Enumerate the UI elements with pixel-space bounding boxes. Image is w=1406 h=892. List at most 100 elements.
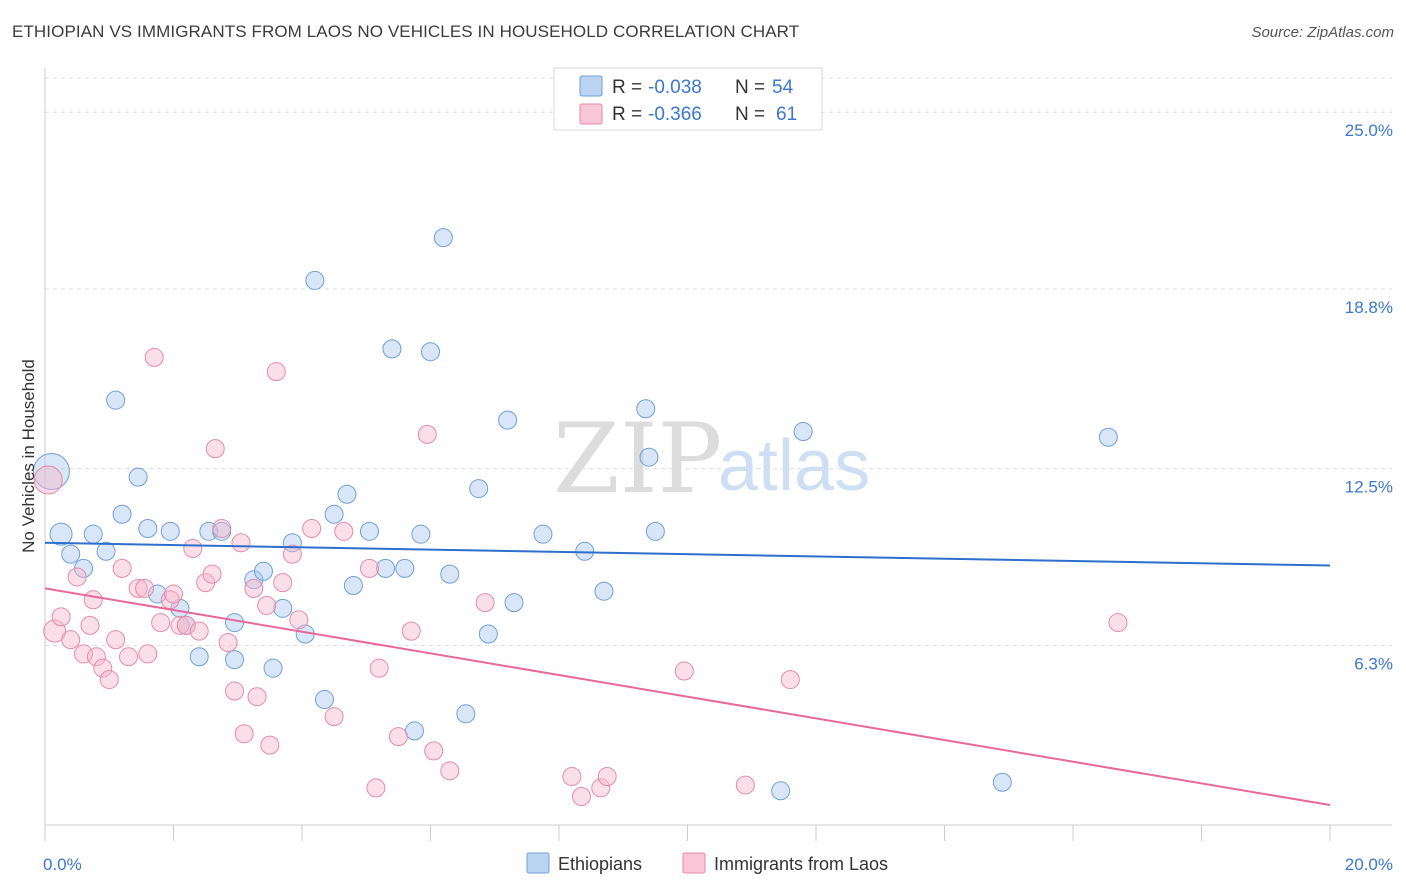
data-point-ethiopians [533,524,553,544]
data-point-ethiopians [395,558,415,578]
data-point-ethiopians [49,522,73,546]
data-point-ethiopians [478,624,498,644]
data-point-ethiopians [189,647,209,667]
data-point-laos [164,584,183,604]
data-point-ethiopians [992,772,1012,792]
data-point-ethiopians [305,270,325,290]
data-point-laos [735,775,755,795]
data-point-ethiopians [106,390,126,410]
data-point-laos [176,615,196,635]
grid [45,77,1392,646]
data-point-laos [302,518,322,538]
legend-r-label: R = [612,77,642,98]
data-point-ethiopians [411,524,431,544]
data-point-ethiopians [225,650,245,670]
data-point-laos [597,767,617,787]
data-point-ethiopians [96,541,116,561]
data-point-laos [369,658,389,678]
watermark-zip: ZIP [553,403,722,515]
data-point-ethiopians [112,504,132,524]
axes [44,68,1392,841]
data-point-laos [257,595,277,615]
data-point-laos [334,521,354,541]
y-tick-label: 18.8% [1345,298,1393,317]
data-point-ethiopians [421,342,440,362]
data-point-laos [225,681,245,701]
data-point-ethiopians [61,544,81,564]
chart-title: ETHIOPIAN VS IMMIGRANTS FROM LAOS NO VEH… [12,22,800,41]
data-point-laos [112,558,132,578]
data-point-laos [1108,613,1128,633]
data-point-laos [86,647,106,667]
data-point-ethiopians [376,558,396,578]
data-point-ethiopians [504,593,524,613]
legend-label-laos: Immigrants from Laos [714,854,888,874]
data-point-laos [247,687,267,707]
data-point-laos [674,661,694,681]
data-point-laos [67,567,87,587]
legend-n-value: 54 [772,77,794,98]
data-point-ethiopians [645,521,665,541]
data-point-laos [135,578,155,598]
data-point-laos [388,727,408,747]
data-point-laos [780,670,800,690]
data-point-ethiopians [639,447,659,467]
legend: Ethiopians Immigrants from Laos [526,852,888,874]
data-point-laos [106,630,126,650]
data-point-ethiopians [359,521,379,541]
data-point-ethiopians [160,521,180,541]
tick-labels: 6.3% 12.5% 18.8% 25.0% 0.0% 20.0% [43,121,1393,874]
data-point-laos [366,778,386,798]
data-point-laos [260,735,280,755]
data-point-laos [151,613,171,633]
x-tick-label: 20.0% [1345,855,1393,874]
data-point-laos [138,644,158,664]
data-point-ethiopians [273,598,293,618]
data-point-laos [202,564,222,584]
data-point-laos [80,615,100,635]
data-point-laos [562,767,582,787]
data-point-ethiopians [771,781,791,801]
data-point-ethiopians [83,524,103,544]
data-point-laos [266,362,286,382]
data-point-laos [282,544,302,564]
data-point-ethiopians [138,518,158,538]
legend-swatch-ethiopians [526,852,550,874]
data-point-laos [234,724,254,744]
data-point-laos [119,647,139,667]
data-point-laos [212,518,232,538]
legend-n-label: N = [735,77,765,98]
data-point-laos [205,439,225,459]
data-point-laos [183,538,203,558]
data-point-ethiopians [225,613,245,633]
y-tick-label: 25.0% [1345,121,1393,140]
data-point-ethiopians [343,576,363,596]
data-point-ethiopians [793,422,813,442]
data-point-laos [591,778,611,798]
data-point-laos [571,786,591,806]
data-point-ethiopians [147,584,167,604]
data-point-ethiopians [594,581,614,601]
data-point-laos [273,573,293,593]
legend-r-label: R = [612,104,642,125]
data-point-laos [170,615,190,635]
data-point-ethiopians [382,339,402,359]
data-point-laos [99,670,119,690]
data-point-ethiopians [469,479,489,499]
data-point-laos [144,347,164,367]
x-tick-label: 0.0% [43,855,82,874]
data-point-ethiopians [263,658,283,678]
data-point-laos [424,741,444,761]
data-point-laos [93,658,113,678]
data-point-laos [324,707,344,727]
trend-line-laos [44,587,1331,807]
data-point-laos [289,610,309,630]
data-point-laos [83,590,103,610]
data-point-laos [231,533,251,553]
legend-swatch-laos [682,852,706,874]
legend-label-ethiopians: Ethiopians [558,854,642,874]
y-axis-title: No Vehicles in Household [19,359,38,553]
data-points [32,228,1128,806]
data-point-ethiopians [314,690,334,710]
legend-r-value: -0.366 [648,104,702,125]
